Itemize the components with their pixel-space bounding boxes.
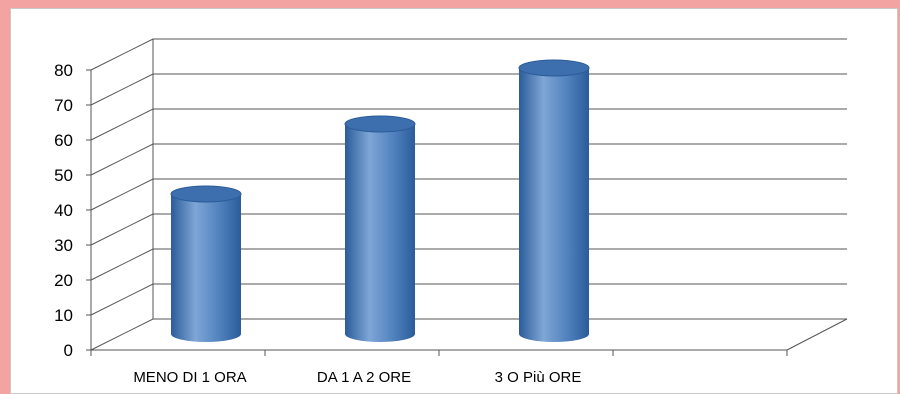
gridline <box>90 283 847 316</box>
y-axis-ticks: 0 10 20 30 40 50 60 70 80 <box>54 61 91 360</box>
bar-body <box>345 124 415 342</box>
y-tick-label: 70 <box>54 96 73 115</box>
bar <box>518 59 590 342</box>
y-tick-label: 30 <box>54 236 73 255</box>
gridline <box>90 108 847 141</box>
y-tick-label: 40 <box>54 201 73 220</box>
bar-body <box>519 68 589 342</box>
bar <box>170 185 242 342</box>
bar-top <box>344 115 416 133</box>
bar <box>344 115 416 342</box>
floor-right-edge <box>786 318 848 351</box>
gridline <box>90 178 847 211</box>
y-tick-label: 80 <box>54 61 73 80</box>
bar-top <box>518 59 590 77</box>
x-category-label: DA 1 A 2 ORE <box>317 369 411 386</box>
bar-body <box>171 194 241 342</box>
gridline <box>90 143 847 176</box>
gridline <box>90 318 847 351</box>
x-axis: MENO DI 1 ORA DA 1 A 2 ORE 3 O Più ORE <box>90 318 848 386</box>
gridline <box>90 248 847 281</box>
gridline <box>90 213 847 246</box>
gridline <box>90 73 847 106</box>
chart-frame: 0 10 20 30 40 50 60 70 80 MENO DI 1 ORA DA 1 A 2 … <box>10 8 898 394</box>
bars <box>170 59 590 342</box>
y-tick-label: 60 <box>54 131 73 150</box>
x-category-label: 3 O Più ORE <box>495 369 582 386</box>
gridline <box>90 38 847 71</box>
y-tick-label: 50 <box>54 166 73 185</box>
bar-chart: 0 10 20 30 40 50 60 70 80 MENO DI 1 ORA DA 1 A 2 … <box>54 38 848 386</box>
x-category-label: MENO DI 1 ORA <box>133 369 246 386</box>
gridlines <box>90 38 847 351</box>
bar-top <box>170 185 242 203</box>
y-tick-label: 20 <box>54 271 73 290</box>
y-tick-label: 10 <box>54 306 73 325</box>
y-tick-label: 0 <box>64 341 73 360</box>
